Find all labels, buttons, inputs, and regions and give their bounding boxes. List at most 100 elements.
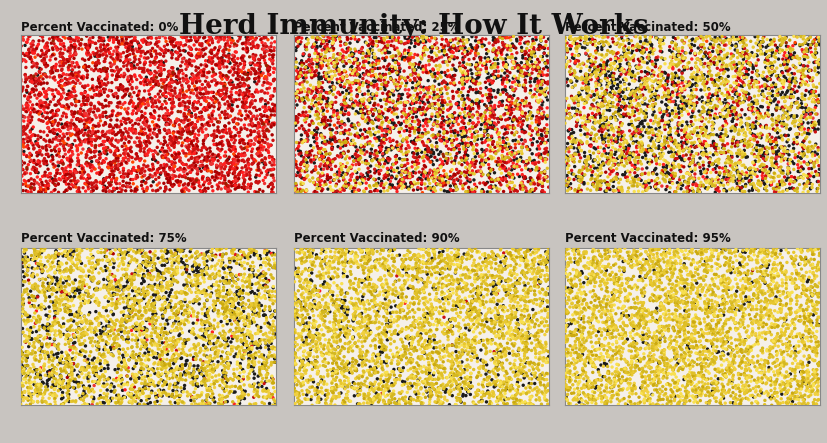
Point: [724, 150, 738, 157]
Point: [575, 396, 588, 404]
Point: [146, 366, 160, 373]
Point: [198, 379, 211, 386]
Point: [261, 284, 274, 291]
Point: [713, 124, 726, 132]
Point: [750, 359, 763, 366]
Point: [213, 62, 227, 69]
Point: [605, 72, 619, 79]
Point: [158, 275, 171, 282]
Point: [614, 93, 627, 100]
Point: [149, 79, 162, 86]
Point: [533, 280, 546, 287]
Point: [759, 163, 772, 170]
Point: [405, 100, 418, 107]
Point: [236, 55, 249, 62]
Point: [299, 354, 313, 361]
Point: [106, 292, 119, 299]
Point: [679, 140, 692, 148]
Point: [749, 108, 762, 115]
Point: [691, 271, 704, 278]
Point: [811, 266, 825, 273]
Point: [519, 338, 532, 346]
Point: [535, 81, 548, 88]
Point: [58, 82, 71, 89]
Point: [559, 110, 572, 117]
Point: [36, 394, 50, 401]
Point: [687, 125, 700, 132]
Point: [389, 327, 402, 334]
Point: [17, 140, 31, 147]
Point: [642, 363, 655, 370]
Point: [667, 113, 681, 120]
Point: [454, 334, 467, 341]
Point: [759, 144, 772, 151]
Point: [380, 187, 394, 194]
Point: [93, 84, 106, 91]
Point: [705, 119, 718, 126]
Point: [678, 388, 691, 395]
Point: [327, 156, 340, 163]
Point: [518, 99, 531, 106]
Point: [561, 155, 574, 162]
Point: [303, 151, 316, 158]
Point: [557, 249, 571, 256]
Point: [109, 303, 122, 310]
Point: [475, 321, 488, 328]
Point: [515, 183, 528, 190]
Point: [609, 252, 623, 259]
Point: [17, 246, 31, 253]
Point: [171, 321, 184, 328]
Point: [506, 334, 519, 342]
Point: [798, 377, 811, 385]
Point: [321, 176, 334, 183]
Point: [288, 55, 301, 62]
Point: [208, 367, 221, 374]
Point: [432, 93, 445, 100]
Point: [64, 159, 77, 166]
Point: [98, 68, 112, 75]
Point: [196, 274, 209, 281]
Point: [664, 357, 677, 364]
Point: [255, 152, 268, 159]
Point: [294, 344, 307, 351]
Point: [700, 62, 714, 70]
Point: [658, 186, 672, 193]
Point: [686, 75, 699, 82]
Point: [117, 259, 130, 266]
Point: [366, 351, 379, 358]
Point: [356, 106, 369, 113]
Point: [208, 99, 221, 106]
Point: [391, 100, 404, 107]
Point: [60, 250, 74, 257]
Point: [733, 252, 746, 259]
Point: [142, 69, 155, 76]
Point: [382, 38, 395, 45]
Point: [639, 46, 653, 53]
Point: [539, 85, 552, 92]
Point: [804, 143, 817, 150]
Point: [654, 71, 667, 78]
Point: [805, 302, 819, 309]
Point: [771, 272, 784, 280]
Point: [709, 105, 722, 112]
Point: [334, 150, 347, 157]
Point: [604, 168, 617, 175]
Point: [678, 54, 691, 62]
Point: [783, 176, 796, 183]
Point: [490, 394, 504, 401]
Point: [91, 107, 104, 114]
Point: [627, 262, 640, 269]
Point: [227, 400, 241, 408]
Point: [450, 284, 463, 291]
Point: [796, 78, 809, 85]
Point: [98, 359, 112, 366]
Point: [691, 275, 705, 282]
Point: [571, 335, 585, 342]
Point: [775, 167, 788, 175]
Point: [772, 282, 785, 289]
Point: [466, 336, 479, 343]
Point: [717, 171, 730, 178]
Point: [596, 126, 609, 133]
Point: [208, 380, 221, 387]
Point: [471, 309, 485, 316]
